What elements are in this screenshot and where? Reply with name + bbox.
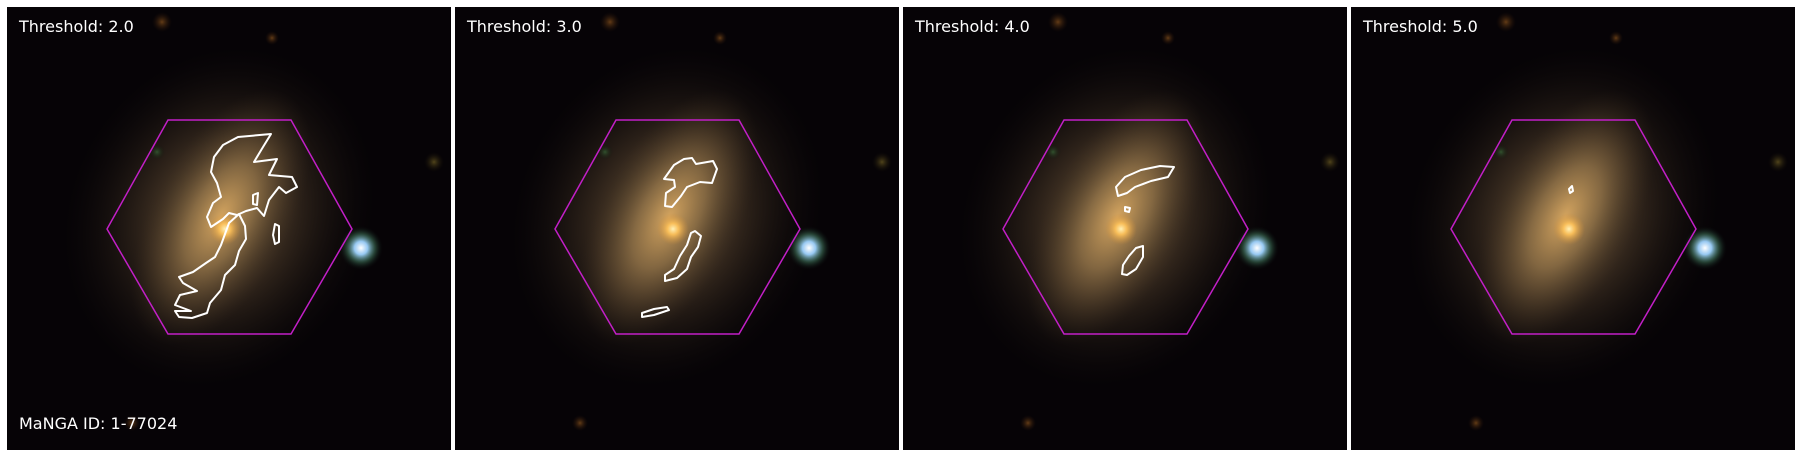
galaxy-id-label: MaNGA ID: 1-77024 (19, 414, 178, 433)
panel-threshold-3: Threshold: 4.0 (903, 7, 1347, 450)
panel-threshold-2: Threshold: 3.0 (455, 7, 899, 450)
threshold-contour (641, 157, 718, 318)
galaxy-image (1407, 12, 1788, 431)
ifu-hexagon (106, 119, 353, 335)
panel-threshold-4: Threshold: 5.0 (1351, 7, 1795, 450)
threshold-label: Threshold: 2.0 (19, 17, 134, 36)
galaxy-image (959, 12, 1340, 431)
ifu-hexagon (1450, 119, 1697, 335)
galaxy-image (63, 12, 444, 431)
threshold-contour (174, 133, 298, 319)
threshold-label: Threshold: 3.0 (467, 17, 582, 36)
panel-threshold-1: Threshold: 2.0 MaNGA ID: 1-77024 (7, 7, 451, 450)
threshold-label: Threshold: 4.0 (915, 17, 1030, 36)
threshold-label: Threshold: 5.0 (1363, 17, 1478, 36)
ifu-hexagon (554, 119, 801, 335)
ifu-hexagon (1002, 119, 1249, 335)
galaxy-image (511, 12, 892, 431)
threshold-contour (1115, 165, 1175, 276)
threshold-contour (1568, 185, 1574, 194)
